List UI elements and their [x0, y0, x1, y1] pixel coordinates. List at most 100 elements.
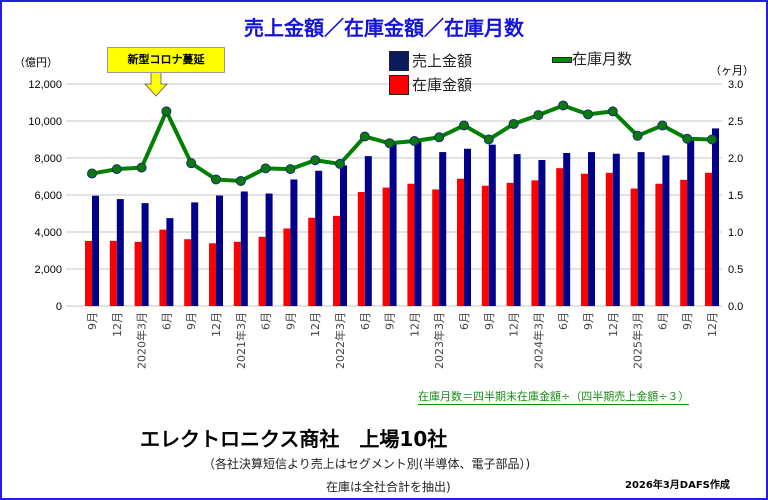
footer-note-2: 在庫は全社合計を抽出)	[326, 480, 451, 494]
sales-bar	[340, 165, 347, 306]
inventory-months-point	[607, 106, 618, 117]
x-tick-label: 12月	[309, 312, 322, 337]
x-tick-label: 2025年3月	[631, 312, 645, 369]
x-tick-label: 12月	[210, 312, 223, 337]
sales-bar	[166, 218, 174, 306]
inventory-months-point	[335, 158, 345, 169]
sales-bar	[687, 139, 695, 306]
covid-annotation: 新型コロナ蔓延	[107, 47, 225, 73]
x-tick-label: 9月	[681, 312, 694, 330]
inventory-months-point	[434, 132, 445, 143]
chart-title: 売上金額／在庫金額／在庫月数	[244, 16, 524, 40]
right-tick-label: 0.5	[728, 264, 743, 276]
x-tick-label: 2022年3月	[333, 312, 347, 369]
inventory-months-point	[87, 168, 97, 179]
footer-heading: エレクトロニクス商社 上場10社	[140, 427, 448, 451]
inventory-months-point	[583, 109, 593, 120]
inventory-months-point	[707, 134, 717, 145]
inventory-bar	[333, 215, 340, 306]
formula-note: 在庫月数＝四半期末在庫金額÷（四半期売上金額÷３）	[418, 390, 690, 405]
right-tick-label: 1.5	[728, 190, 743, 202]
left-tick-label: 4,000	[34, 227, 62, 239]
inventory-bar	[258, 236, 266, 306]
inventory-bar	[680, 179, 688, 306]
right-tick-label: 0.0	[728, 301, 743, 313]
inventory-bar	[432, 189, 440, 306]
sales-bar	[315, 170, 323, 306]
x-tick-label: 6月	[458, 312, 471, 330]
x-tick-label: 6月	[359, 312, 372, 330]
inventory-months-point	[409, 135, 420, 146]
inventory-months-point	[483, 134, 494, 145]
inventory-bar	[109, 240, 117, 306]
right-tick-label: 2.0	[728, 153, 743, 165]
left-tick-label: 0	[56, 301, 62, 313]
legend-inventory-label: 在庫金額	[412, 76, 473, 94]
sales-bar	[538, 160, 546, 306]
sales-bar	[464, 148, 471, 306]
sales-bar	[389, 143, 397, 306]
sales-bar	[364, 156, 372, 306]
inventory-bar	[308, 217, 316, 306]
inventory-months-point	[310, 155, 321, 166]
x-tick-label: 2023年3月	[432, 312, 446, 369]
x-tick-label: 6月	[160, 312, 173, 330]
inventory-months-point	[459, 120, 469, 131]
left-tick-label: 6,000	[34, 190, 62, 202]
inventory-months-point	[558, 100, 569, 111]
inventory-bar	[283, 228, 291, 306]
x-tick-label: 9月	[284, 312, 297, 330]
right-axis-label: （ヶ月）	[710, 64, 754, 77]
x-tick-label: 9月	[86, 312, 99, 330]
x-tick-label: 9月	[185, 312, 198, 330]
sales-bar	[563, 153, 571, 306]
inventory-months-point	[632, 130, 643, 141]
sales-bar	[588, 152, 595, 306]
inventory-bar	[357, 192, 365, 306]
inventory-months-point	[285, 164, 296, 175]
left-tick-label: 12,000	[28, 79, 62, 91]
left-tick-label: 8,000	[34, 153, 62, 165]
x-tick-label: 12月	[408, 312, 421, 337]
sales-bar	[662, 155, 670, 306]
footer-credit: 2026年3月DAFS作成	[625, 480, 730, 491]
sales-bar	[191, 202, 199, 306]
left-tick-label: 2,000	[34, 264, 62, 276]
inventory-months-point	[111, 164, 122, 175]
inventory-months-point	[186, 158, 197, 169]
sales-bar	[216, 195, 223, 306]
sales-bar	[92, 195, 99, 306]
sales-bar	[712, 128, 719, 306]
inventory-bar	[209, 243, 216, 306]
x-tick-label: 12月	[111, 312, 124, 337]
inventory-bar	[531, 180, 539, 306]
x-tick-label: 6月	[260, 312, 273, 330]
inventory-months-point	[533, 110, 544, 121]
inventory-bar	[382, 187, 390, 306]
sales-bar	[141, 203, 149, 306]
x-tick-label: 2024年3月	[531, 312, 545, 369]
x-tick-label: 12月	[607, 312, 620, 337]
inventory-bar	[655, 183, 663, 306]
sales-bar	[488, 144, 496, 306]
inventory-bar	[184, 239, 192, 306]
sales-bar	[439, 152, 447, 306]
inventory-bar	[159, 229, 167, 306]
inventory-bar	[556, 168, 564, 306]
inventory-bar	[407, 183, 415, 306]
sales-bar	[265, 193, 273, 306]
sales-bar	[240, 191, 248, 306]
inventory-months-point	[657, 120, 668, 131]
left-tick-label: 10,000	[28, 116, 62, 128]
inventory-months-point	[136, 162, 147, 173]
sales-bar	[612, 153, 620, 306]
x-tick-label: 9月	[582, 312, 595, 330]
inventory-months-point	[384, 138, 395, 149]
inventory-months-point	[161, 106, 172, 117]
x-tick-label: 12月	[706, 312, 719, 337]
footer-note-1: （各社決算短信より売上はセグメント別(半導体、電子部品）)	[203, 457, 531, 471]
inventory-months-point	[359, 131, 370, 142]
x-tick-label: 2021年3月	[234, 312, 248, 369]
x-tick-label: 9月	[384, 312, 397, 330]
inventory-months-point	[260, 163, 271, 174]
